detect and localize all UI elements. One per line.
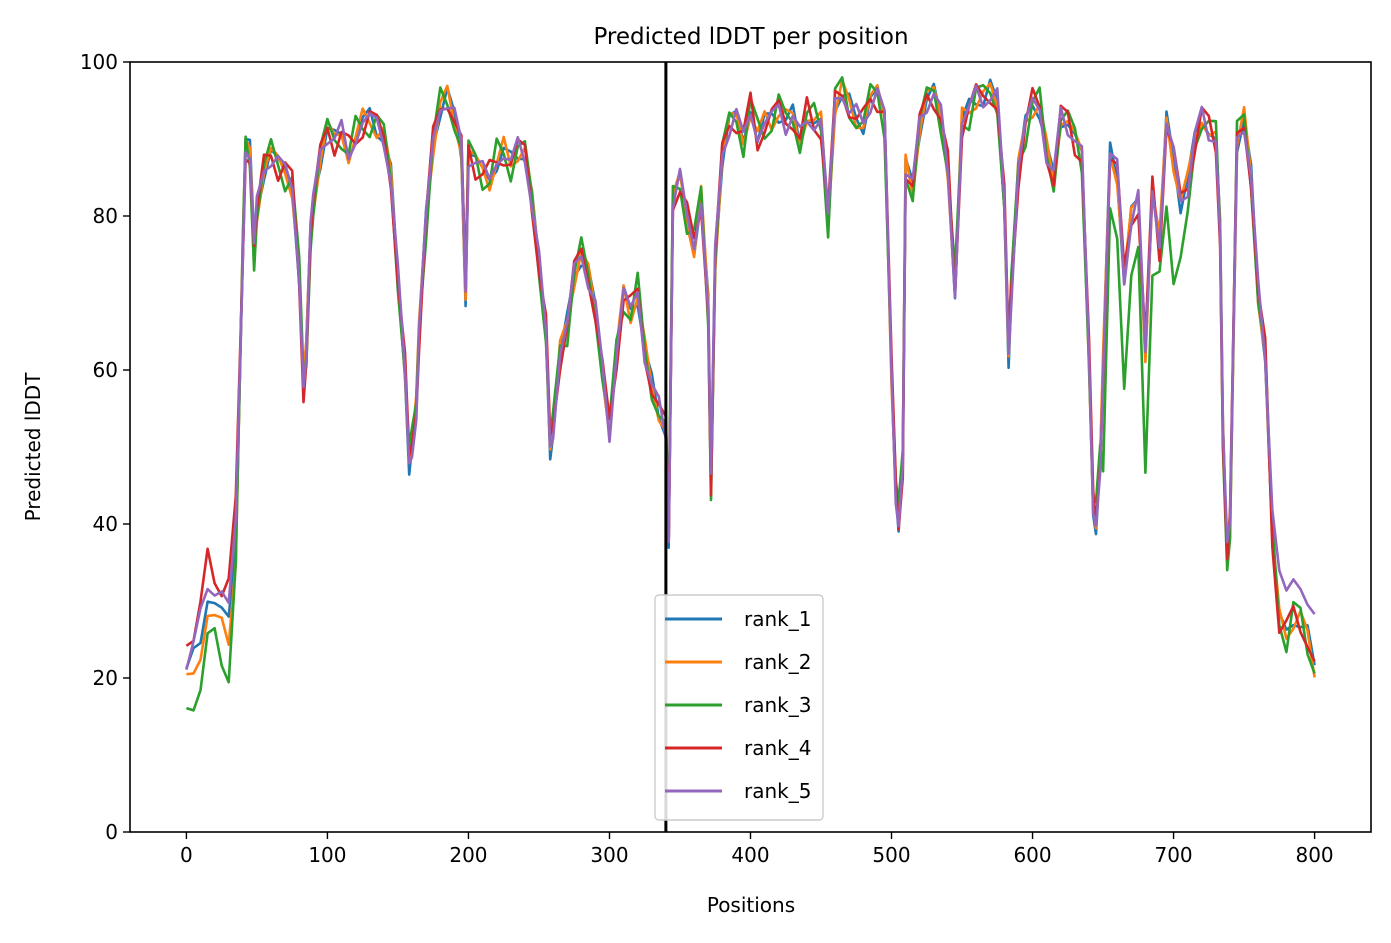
series-line-rank_5 <box>185 84 1316 671</box>
x-tick-label: 200 <box>449 843 487 867</box>
y-tick-label: 40 <box>93 512 118 536</box>
x-axis: 0 100 200 300 400 500 600 700 800 <box>180 832 1334 867</box>
y-tick-label: 100 <box>80 50 118 74</box>
y-tick-label: 20 <box>93 666 118 690</box>
y-axis-label: Predicted lDDT <box>21 372 45 522</box>
legend-label-rank_1: rank_1 <box>744 607 811 631</box>
legend-label-rank_3: rank_3 <box>744 693 811 717</box>
series-layer <box>185 76 1316 712</box>
x-tick-label: 500 <box>872 843 910 867</box>
legend-label-rank_5: rank_5 <box>744 779 811 803</box>
x-tick-label: 100 <box>308 843 346 867</box>
x-tick-label: 700 <box>1154 843 1192 867</box>
x-axis-label: Positions <box>707 893 795 917</box>
x-tick-label: 400 <box>731 843 769 867</box>
y-tick-label: 80 <box>93 204 118 228</box>
legend-label-rank_2: rank_2 <box>744 650 811 674</box>
x-tick-label: 300 <box>590 843 628 867</box>
y-tick-label: 60 <box>93 358 118 382</box>
y-axis: 0 20 40 60 80 100 <box>80 50 130 844</box>
legend-box <box>654 594 824 821</box>
chart-title: Predicted lDDT per position <box>593 24 908 50</box>
series-line-rank_3 <box>185 76 1316 712</box>
x-tick-label: 600 <box>1013 843 1051 867</box>
legend: rank_1 rank_2 rank_3 rank_4 rank_5 <box>654 594 824 821</box>
y-tick-label: 0 <box>105 820 118 844</box>
x-tick-label: 0 <box>180 843 193 867</box>
legend-label-rank_4: rank_4 <box>744 736 811 760</box>
x-tick-label: 800 <box>1295 843 1333 867</box>
